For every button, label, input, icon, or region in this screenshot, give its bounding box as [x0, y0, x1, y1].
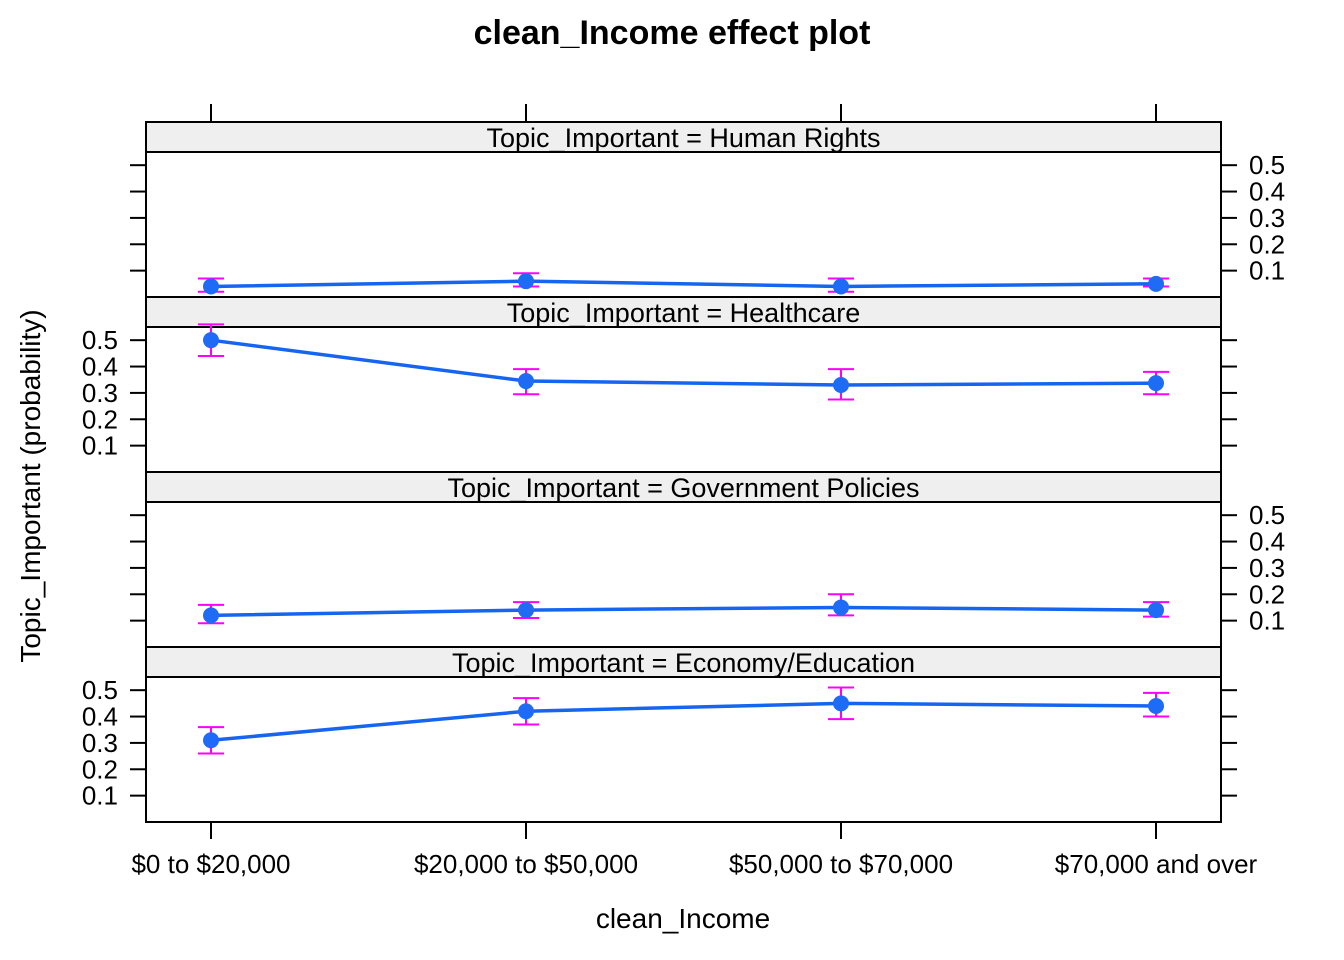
- panel-frame-2: [145, 501, 1222, 648]
- data-point-1-3: [1148, 375, 1164, 392]
- data-point-1-0: [203, 332, 219, 349]
- data-point-2-0: [203, 607, 219, 624]
- strip-0: [145, 121, 1222, 153]
- data-point-1-1: [518, 373, 534, 390]
- panel-1: Topic_Important = Healthcare 0.10.20.30.4…: [82, 296, 1237, 473]
- y-tick-label-0-3: 0.4: [1249, 177, 1285, 207]
- panel-frame-0: [145, 151, 1222, 298]
- y-tick-label-1-4: 0.5: [82, 325, 118, 355]
- panel-frame-3: [145, 676, 1222, 823]
- strip-label-3: Topic_Important = Economy/Education: [452, 648, 915, 678]
- y-tick-label-0-0: 0.1: [1249, 256, 1285, 286]
- data-point-0-1: [518, 273, 534, 290]
- data-point-3-3: [1148, 698, 1164, 714]
- y-tick-label-1-1: 0.2: [82, 404, 118, 434]
- strip-3: [145, 646, 1222, 678]
- data-point-2-2: [833, 599, 849, 616]
- data-point-2-1: [518, 602, 534, 619]
- panel-0: Topic_Important = Human Rights0.10.20.30…: [130, 121, 1285, 298]
- data-point-0-2: [833, 278, 849, 295]
- x-tick-label-0: $0 to $20,000: [131, 849, 290, 879]
- x-axis-title: clean_Income: [596, 903, 770, 934]
- y-tick-label-2-1: 0.2: [1249, 579, 1285, 609]
- chart-title: clean_Income effect plot: [474, 14, 871, 52]
- y-tick-label-3-3: 0.4: [82, 702, 118, 732]
- y-tick-label-2-0: 0.1: [1249, 606, 1285, 636]
- series-line-2: [210, 605, 1157, 618]
- y-tick-label-1-2: 0.3: [82, 378, 118, 408]
- data-point-2-3: [1148, 602, 1164, 619]
- y-tick-label-0-4: 0.5: [1249, 150, 1285, 180]
- strip-label-0: Topic_Important = Human Rights: [487, 123, 881, 153]
- x-tick-label-3: $70,000 and over: [1055, 849, 1258, 879]
- series-line-0: [210, 279, 1157, 289]
- panel-3: Topic_Important = Economy/Education0.10.…: [82, 646, 1237, 823]
- strip-2: [145, 471, 1222, 503]
- x-tick-label-1: $20,000 to $50,000: [414, 849, 638, 879]
- y-tick-label-3-1: 0.2: [82, 754, 118, 784]
- y-tick-label-0-1: 0.2: [1249, 229, 1285, 259]
- plot-area: Topic_Important = Human Rights0.10.20.30…: [82, 104, 1285, 879]
- data-point-1-2: [833, 377, 849, 393]
- data-point-3-2: [833, 695, 849, 712]
- y-tick-label-2-4: 0.5: [1249, 500, 1285, 530]
- y-tick-label-2-2: 0.3: [1249, 553, 1285, 583]
- y-tick-label-3-0: 0.1: [82, 781, 118, 811]
- strip-1: [145, 296, 1222, 328]
- series-line-1: [210, 338, 1157, 387]
- data-point-0-0: [203, 278, 219, 295]
- series-line-3: [210, 701, 1157, 743]
- y-tick-label-3-4: 0.5: [82, 675, 118, 705]
- panel-2: Topic_Important = Government Policies 0.1…: [130, 471, 1285, 648]
- strip-label-1: Topic_Important = Healthcare: [507, 298, 860, 328]
- panel-frame-1: [145, 326, 1222, 473]
- y-tick-label-1-3: 0.4: [82, 352, 118, 382]
- y-tick-label-0-2: 0.3: [1249, 203, 1285, 233]
- y-axis-title: Topic_Important (probability): [15, 309, 46, 662]
- x-tick-label-2: $50,000 to $70,000: [729, 849, 953, 879]
- y-tick-label-1-0: 0.1: [82, 431, 118, 461]
- y-tick-label-2-3: 0.4: [1249, 527, 1285, 557]
- data-point-3-1: [518, 703, 534, 720]
- strip-label-2: Topic_Important = Government Policies: [448, 473, 920, 503]
- data-point-0-3: [1148, 275, 1164, 292]
- data-point-3-0: [203, 732, 219, 749]
- y-tick-label-3-2: 0.3: [82, 728, 118, 758]
